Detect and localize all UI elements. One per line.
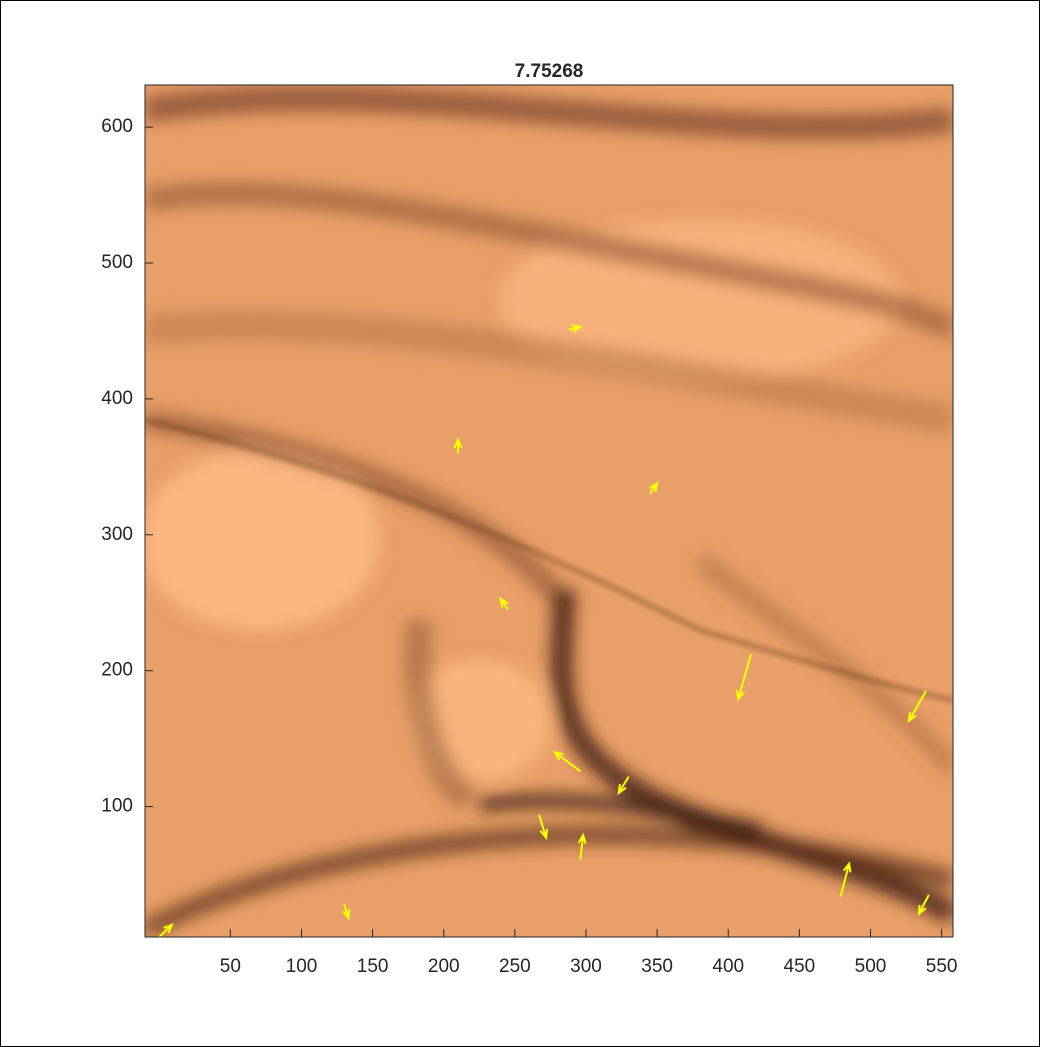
x-tick-label: 300: [570, 956, 602, 977]
x-tick-label: 450: [784, 956, 816, 977]
chart-title: 7.75268: [515, 61, 584, 82]
y-tick-label: 600: [101, 116, 133, 137]
x-tick-label: 200: [428, 956, 460, 977]
y-tick-label: 400: [101, 388, 133, 409]
y-tick-label: 200: [101, 660, 133, 681]
x-tick-label: 400: [712, 956, 744, 977]
x-tick-label: 100: [286, 956, 318, 977]
x-tick-label: 350: [641, 956, 673, 977]
x-tick-label: 500: [855, 956, 887, 977]
x-tick-label: 50: [220, 956, 241, 977]
x-tick-label: 250: [499, 956, 531, 977]
y-tick-label: 300: [101, 524, 133, 545]
y-tick-label: 500: [101, 252, 133, 273]
x-tick-label: 550: [926, 956, 958, 977]
figure: 7.75268 50 100 150 200 250 300 350 400 450 500 550…: [0, 0, 1040, 1047]
x-tick-label: 150: [357, 956, 389, 977]
y-tick-label: 100: [101, 796, 133, 817]
page: 7.75268 50 100 150 200 250 300 350 400 450 500 550…: [0, 0, 1040, 1047]
image-background: [140, 85, 953, 937]
